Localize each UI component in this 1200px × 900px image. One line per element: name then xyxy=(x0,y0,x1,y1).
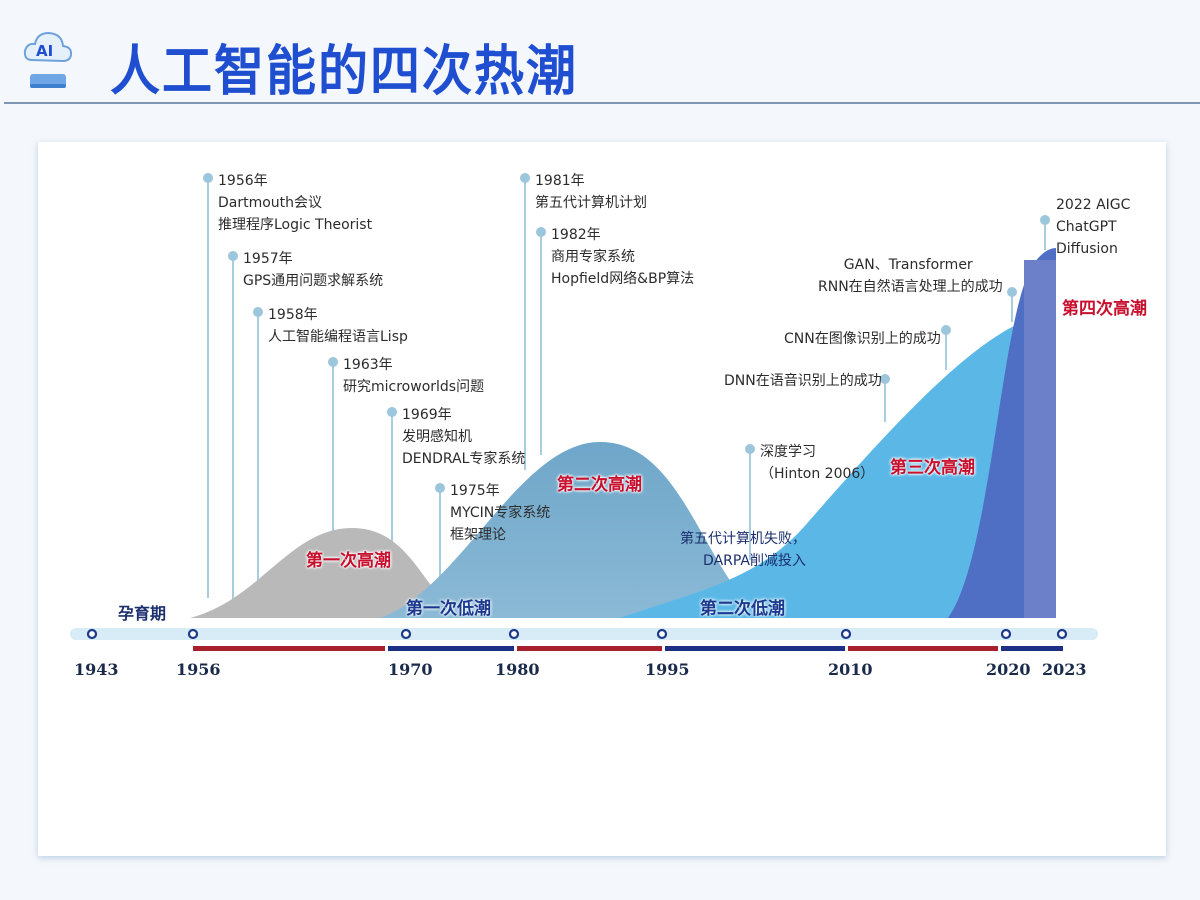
event-text: RNN在自然语言处理上的成功 xyxy=(818,279,1003,295)
bust-1-label: 第一次低潮 xyxy=(406,599,491,619)
event-year: 1982年 xyxy=(551,227,601,243)
year-label-1980: 1980 xyxy=(495,660,540,679)
event-text: Dartmouth会议 xyxy=(218,195,323,211)
event-year: 1956年 xyxy=(218,173,268,189)
wave-4-band xyxy=(1024,260,1056,618)
event-text: 发明感知机 xyxy=(402,429,472,445)
event-aigc: 2022 AIGC ChatGPT Diffusion xyxy=(1056,194,1130,260)
event-text: 框架理论 xyxy=(450,527,506,543)
event-year: 1963年 xyxy=(343,357,393,373)
wave-1-area xyxy=(190,528,455,618)
event-1957: 1957年 GPS通用问题求解系统 xyxy=(243,248,383,292)
event-text: （Hinton 2006） xyxy=(760,466,875,482)
timeline-track xyxy=(70,628,1098,640)
event-text: 深度学习 xyxy=(760,444,816,460)
event-text: 人工智能编程语言Lisp xyxy=(268,329,408,345)
boom-1-label: 第一次高潮 xyxy=(306,551,391,571)
year-label-2023: 2023 xyxy=(1042,660,1087,679)
bust-2-label: 第二次低潮 xyxy=(700,599,785,619)
boom-2-label: 第二次高潮 xyxy=(557,475,642,495)
year-label-2020: 2020 xyxy=(986,660,1031,679)
page-title: 人工智能的四次热潮 xyxy=(110,39,578,103)
event-text: 第五代计算机失败， xyxy=(680,531,806,547)
event-text: MYCIN专家系统 xyxy=(450,505,551,521)
event-text: 第五代计算机计划 xyxy=(535,195,647,211)
event-dots xyxy=(203,173,1050,493)
event-dnn: DNN在语音识别上的成功 xyxy=(724,370,882,392)
event-text: 研究microworlds问题 xyxy=(343,379,485,395)
event-1963: 1963年 研究microworlds问题 xyxy=(343,354,484,398)
wave-2-area xyxy=(380,442,760,618)
event-text: DENDRAL专家系统 xyxy=(402,451,526,467)
event-text: GAN、Transformer xyxy=(843,257,973,273)
year-label-1943: 1943 xyxy=(74,660,119,679)
event-text: DNN在语音识别上的成功 xyxy=(724,373,882,389)
event-1981: 1981年 第五代计算机计划 xyxy=(535,170,647,214)
event-year: 1981年 xyxy=(535,173,585,189)
event-text: 商用专家系统 xyxy=(551,249,635,265)
event-text: GPS通用问题求解系统 xyxy=(243,273,384,289)
title-divider xyxy=(4,102,1200,104)
event-text: ChatGPT xyxy=(1056,219,1117,235)
event-year: 1958年 xyxy=(268,307,318,323)
year-label-1970: 1970 xyxy=(388,660,433,679)
event-cnn: CNN在图像识别上的成功 xyxy=(784,328,941,350)
year-label-2010: 2010 xyxy=(828,660,873,679)
event-deep-learning: 深度学习 （Hinton 2006） xyxy=(760,441,874,485)
event-year: 1975年 xyxy=(450,483,500,499)
event-text: 推理程序Logic Theorist xyxy=(218,217,373,233)
period-segments xyxy=(193,646,1063,651)
ai-cloud-icon: AI xyxy=(22,26,74,94)
boom-4-label: 第四次高潮 xyxy=(1062,299,1147,319)
event-text: Diffusion xyxy=(1056,241,1118,257)
year-label-1995: 1995 xyxy=(645,660,690,679)
event-year: 1969年 xyxy=(402,407,452,423)
event-1969: 1969年 发明感知机 DENDRAL专家系统 xyxy=(402,404,525,470)
year-label-1956: 1956 xyxy=(176,660,221,679)
wave-3-area xyxy=(620,322,1022,618)
event-fifth-gen-failure: 第五代计算机失败， DARPA削减投入 xyxy=(680,528,806,572)
event-text: 2022 AIGC xyxy=(1056,197,1131,213)
incubation-label: 孕育期 xyxy=(118,604,167,623)
boom-3-label: 第三次高潮 xyxy=(890,458,975,478)
year-markers xyxy=(86,628,1068,640)
event-text: DARPA削减投入 xyxy=(703,553,806,569)
event-text: Hopfield网络&BP算法 xyxy=(551,271,695,287)
event-rnn-gan: GAN、Transformer RNN在自然语言处理上的成功 xyxy=(818,254,1003,298)
event-year: 1957年 xyxy=(243,251,293,267)
event-1956: 1956年 Dartmouth会议 推理程序Logic Theorist xyxy=(218,170,372,236)
event-text: CNN在图像识别上的成功 xyxy=(784,331,941,347)
event-1958: 1958年 人工智能编程语言Lisp xyxy=(268,304,408,348)
event-1982: 1982年 商用专家系统 Hopfield网络&BP算法 xyxy=(551,224,694,290)
event-1975: 1975年 MYCIN专家系统 框架理论 xyxy=(450,480,550,546)
event-stems xyxy=(207,178,1046,600)
logo-text: AI xyxy=(36,42,53,60)
